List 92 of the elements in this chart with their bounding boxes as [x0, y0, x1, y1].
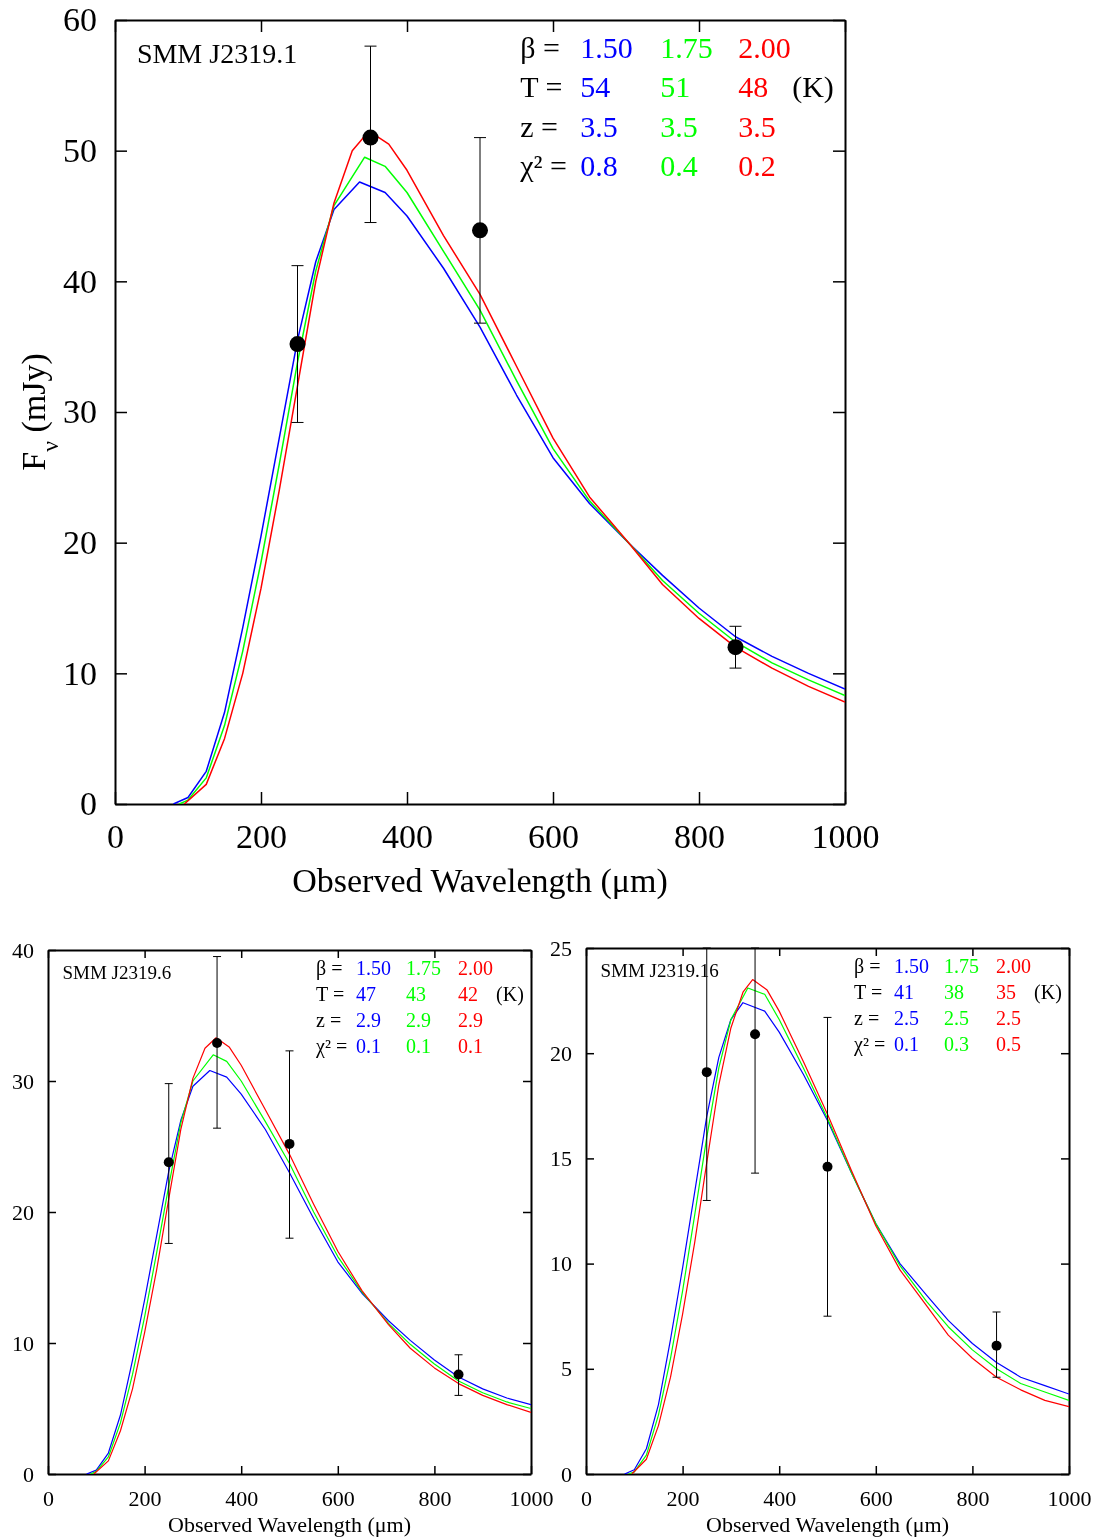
annotation: β = [316, 957, 343, 980]
annotation: β = [854, 955, 881, 978]
annotation: 54 [580, 70, 611, 103]
annotation: χ² = [853, 1033, 886, 1056]
annotation: 0.2 [738, 149, 776, 182]
y-tick-label: 20 [550, 1040, 572, 1066]
annotation: 0.1 [406, 1035, 432, 1057]
annotation: 1.75 [660, 30, 713, 64]
annotation: 35 [996, 981, 1017, 1003]
x-tick-label: 0 [107, 818, 124, 856]
x-tick-label: 400 [382, 818, 433, 856]
annotation: 43 [406, 983, 427, 1005]
annotation: z = [520, 109, 558, 143]
y-tick-label: 10 [12, 1330, 34, 1356]
annotation: 1.50 [580, 30, 633, 64]
annotation: z = [854, 1007, 880, 1029]
x-axis-title: Observed Wavelength (μm) [168, 1512, 411, 1537]
annotation: β = [520, 30, 560, 64]
annotation: 3.5 [738, 109, 776, 143]
x-tick-label: 400 [225, 1485, 259, 1511]
annotation: 47 [356, 983, 377, 1005]
y-tick-label: 0 [23, 1461, 34, 1487]
annotation: 1.75 [406, 957, 442, 979]
y-tick-label: 20 [12, 1199, 34, 1225]
text: SMM J2319.6 [62, 961, 172, 983]
annotation: 3.5 [660, 109, 698, 143]
annotation: 1.50 [356, 957, 392, 979]
y-tick-label: 25 [550, 935, 572, 961]
annotation: (K) [1034, 981, 1062, 1004]
annotation: 3.5 [580, 109, 618, 143]
annotation: 1.50 [894, 955, 930, 977]
x-tick-label: 200 [666, 1485, 700, 1511]
y-tick-label: 60 [63, 1, 97, 39]
annotation: z = [316, 1009, 342, 1031]
x-tick-label: 200 [236, 818, 287, 856]
x-axis-title: Observed Wavelength (μm) [292, 862, 668, 900]
annotation: 0.4 [660, 149, 698, 182]
annotation: 2.5 [894, 1007, 920, 1029]
annotation: 0.1 [894, 1033, 920, 1055]
annotation: 41 [894, 981, 915, 1003]
annotation: 0.1 [356, 1035, 382, 1057]
annotation: χ² = [315, 1035, 348, 1058]
annotation: T = [854, 981, 883, 1003]
annotation: 38 [944, 981, 965, 1003]
annotation: (K) [792, 70, 834, 104]
x-tick-label: 800 [418, 1485, 452, 1511]
x-tick-label: 800 [956, 1485, 990, 1511]
x-tick-label: 1000 [1047, 1485, 1092, 1511]
y-tick-label: 20 [63, 524, 97, 562]
annotation: T = [520, 70, 563, 103]
y-tick-label: 15 [550, 1145, 572, 1171]
x-tick-label: 600 [859, 1485, 893, 1511]
annotation: 2.9 [458, 1009, 484, 1031]
annotation: 2.00 [738, 30, 791, 64]
annotation: 0.5 [996, 1033, 1022, 1055]
x-tick-label: 1000 [811, 818, 880, 856]
annotation: (K) [496, 983, 524, 1006]
y-tick-label: 10 [550, 1251, 572, 1277]
y-tick-label: 10 [63, 654, 97, 692]
x-tick-label: 1000 [509, 1485, 554, 1511]
text: SMM J2319.1 [136, 37, 298, 69]
annotation: 2.00 [458, 957, 494, 979]
x-tick-label: 0 [581, 1485, 592, 1511]
y-tick-label: 30 [63, 393, 97, 431]
x-tick-label: 600 [528, 818, 579, 856]
y-tick-label: 30 [12, 1068, 34, 1094]
x-axis-title: Observed Wavelength (μm) [706, 1512, 949, 1537]
annotation: 0.1 [458, 1035, 484, 1057]
y-tick-label: 5 [561, 1356, 572, 1382]
x-tick-label: 0 [43, 1485, 54, 1511]
annotation: χ² = [519, 149, 567, 182]
x-tick-label: 800 [674, 818, 725, 856]
annotation: 2.5 [944, 1007, 970, 1029]
annotation: 2.00 [996, 955, 1032, 977]
x-tick-label: 400 [763, 1485, 797, 1511]
y-tick-label: 40 [63, 262, 97, 300]
y-tick-label: 50 [63, 132, 97, 170]
annotation: 0.3 [944, 1033, 970, 1055]
annotation: 2.9 [406, 1009, 432, 1031]
annotation: 51 [660, 70, 691, 103]
y-tick-label: 40 [12, 937, 34, 963]
y-tick-label: 0 [80, 785, 97, 823]
x-tick-label: 200 [128, 1485, 162, 1511]
annotation: 1.75 [944, 955, 980, 977]
annotation: 0.8 [580, 149, 618, 182]
y-tick-label: 0 [561, 1461, 572, 1487]
annotation: 2.5 [996, 1007, 1022, 1029]
annotation: T = [316, 983, 345, 1005]
x-tick-label: 600 [321, 1485, 355, 1511]
annotation: 48 [738, 70, 769, 103]
annotation: 42 [458, 983, 479, 1005]
annotation: 2.9 [356, 1009, 382, 1031]
